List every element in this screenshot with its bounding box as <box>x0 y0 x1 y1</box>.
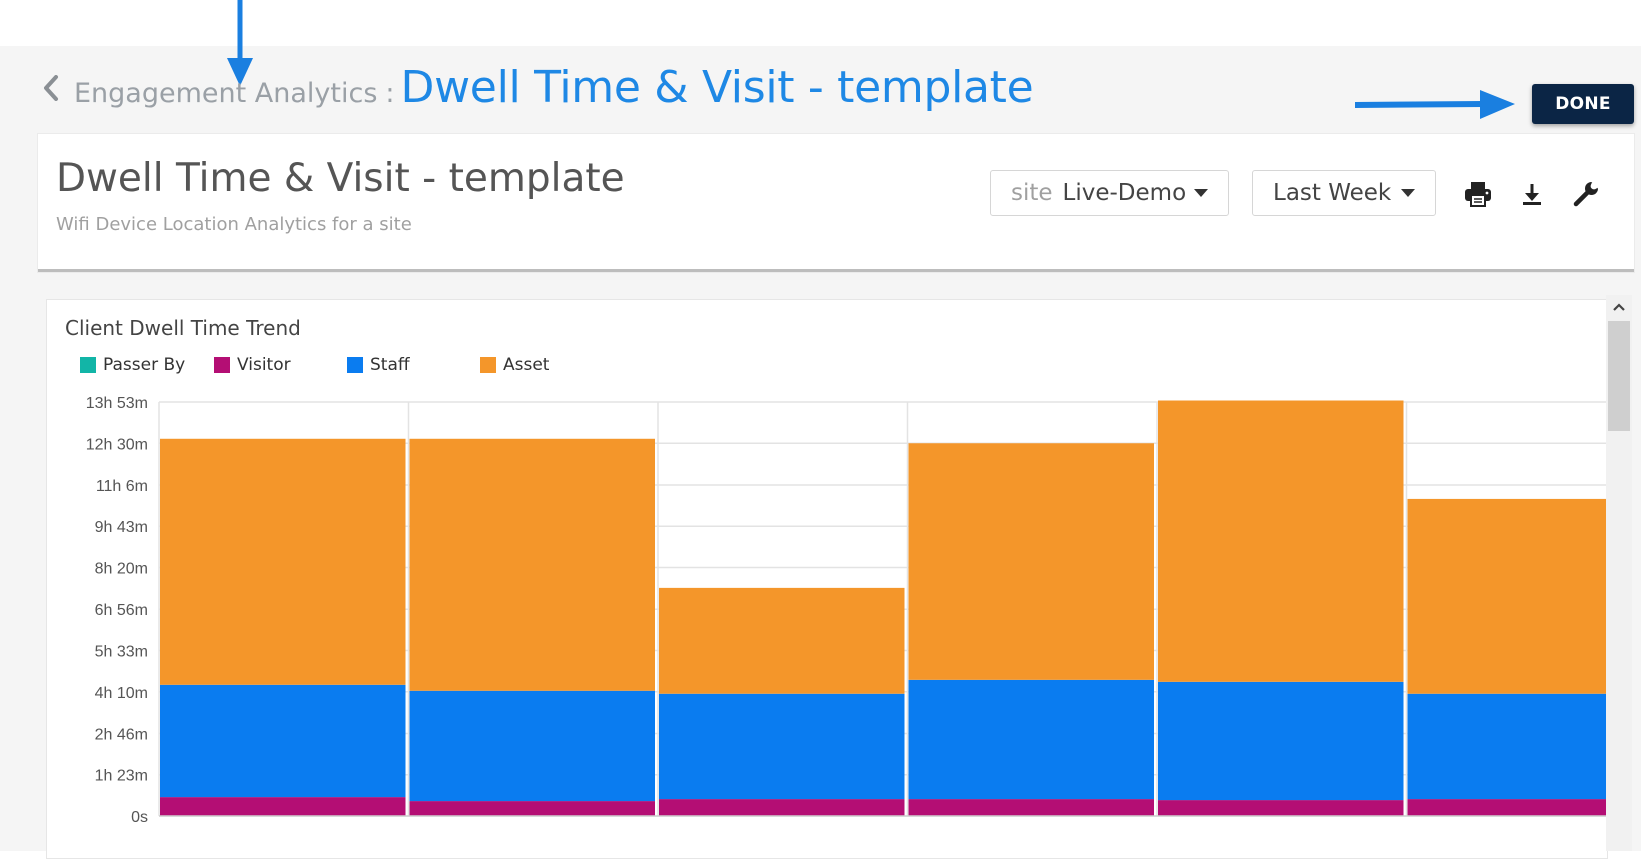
legend-item-asset[interactable]: Asset <box>480 355 549 375</box>
top-strip <box>0 0 1641 46</box>
site-dropdown-prefix: site <box>1011 180 1053 206</box>
y-tick-label: 4h 10m <box>95 685 148 702</box>
bar-segment-staff <box>1407 693 1607 800</box>
bar-segment-visitor <box>1407 799 1607 816</box>
dwell-time-stacked-bar-chart: 13h 53m 12h 30m 11h 6m 9h 43m 8h 20m 6h 56m 5h… <box>86 395 1607 826</box>
y-tick-label: 5h 33m <box>95 643 148 660</box>
y-tick-label: 13h 53m <box>86 395 148 412</box>
time-range-value: Last Week <box>1273 180 1392 206</box>
bar-segment-asset <box>1407 498 1607 694</box>
y-tick-label: 6h 56m <box>95 602 148 619</box>
bar-segment-staff <box>1158 681 1404 801</box>
legend-label: Asset <box>503 355 550 375</box>
legend-swatch <box>80 357 96 373</box>
y-tick-label: 8h 20m <box>95 561 148 578</box>
print-icon[interactable] <box>1462 178 1494 210</box>
caret-down-icon <box>1194 189 1208 197</box>
site-dropdown[interactable]: site Live-Demo <box>990 170 1229 216</box>
wrench-icon[interactable] <box>1570 178 1602 210</box>
bar-segment-visitor <box>908 799 1154 816</box>
download-icon[interactable] <box>1516 178 1548 210</box>
legend-swatch <box>214 357 230 373</box>
legend-swatch <box>480 357 496 373</box>
y-tick-label: 0s <box>131 809 148 826</box>
bar-segment-staff <box>160 684 406 798</box>
y-tick-label: 2h 46m <box>95 726 148 743</box>
y-tick-label: 9h 43m <box>95 519 148 536</box>
legend-item-staff[interactable]: Staff <box>347 355 410 375</box>
legend-swatch <box>347 357 363 373</box>
site-dropdown-value: Live-Demo <box>1062 180 1187 206</box>
bar-segment-visitor <box>1158 800 1404 816</box>
caret-down-icon <box>1401 189 1415 197</box>
breadcrumb-separator: : <box>385 78 395 109</box>
legend-item-passer-by[interactable]: Passer By <box>80 355 185 375</box>
back-chevron-icon[interactable] <box>40 68 62 108</box>
dwell-time-widget: Client Dwell Time Trend Passer By Visito… <box>46 299 1608 859</box>
bar-segment-staff <box>659 693 905 800</box>
legend-label: Staff <box>370 355 410 375</box>
bar-segment-visitor <box>659 799 905 816</box>
breadcrumb-current-page: Dwell Time & Visit - template <box>400 62 1034 113</box>
bar-segment-visitor <box>160 797 406 816</box>
bar-segment-asset <box>1158 400 1404 682</box>
widget-title: Client Dwell Time Trend <box>65 316 301 340</box>
breadcrumb: Engagement Analytics : Dwell Time & Visi… <box>40 62 1034 113</box>
dashboard-header: Dwell Time & Visit - template Wifi Devic… <box>38 134 1634 272</box>
done-button[interactable]: DONE <box>1532 84 1634 124</box>
bar-segment-visitor <box>409 801 655 816</box>
bar-segment-staff <box>409 690 655 802</box>
chart-legend: Passer By Visitor Staff Asset <box>80 355 640 379</box>
bar-segment-asset <box>908 443 1154 680</box>
dashboard-subtitle: Wifi Device Location Analytics for a sit… <box>56 214 412 235</box>
y-tick-label: 12h 30m <box>86 436 148 453</box>
scroll-up-arrow-icon[interactable] <box>1606 295 1632 319</box>
vertical-scrollbar[interactable] <box>1606 295 1632 851</box>
bar-segment-staff <box>908 679 1154 800</box>
bar-segment-asset <box>409 438 655 691</box>
breadcrumb-parent-link[interactable]: Engagement Analytics <box>74 78 378 109</box>
legend-item-visitor[interactable]: Visitor <box>214 355 291 375</box>
y-tick-label: 1h 23m <box>95 768 148 785</box>
legend-label: Passer By <box>103 355 186 375</box>
bar-segment-asset <box>659 587 905 694</box>
legend-label: Visitor <box>237 355 291 375</box>
bar-segment-asset <box>160 438 406 685</box>
y-tick-label: 11h 6m <box>96 478 148 495</box>
scrollbar-thumb[interactable] <box>1608 321 1630 431</box>
time-range-dropdown[interactable]: Last Week <box>1252 170 1436 216</box>
dashboard-title: Dwell Time & Visit - template <box>56 156 625 201</box>
